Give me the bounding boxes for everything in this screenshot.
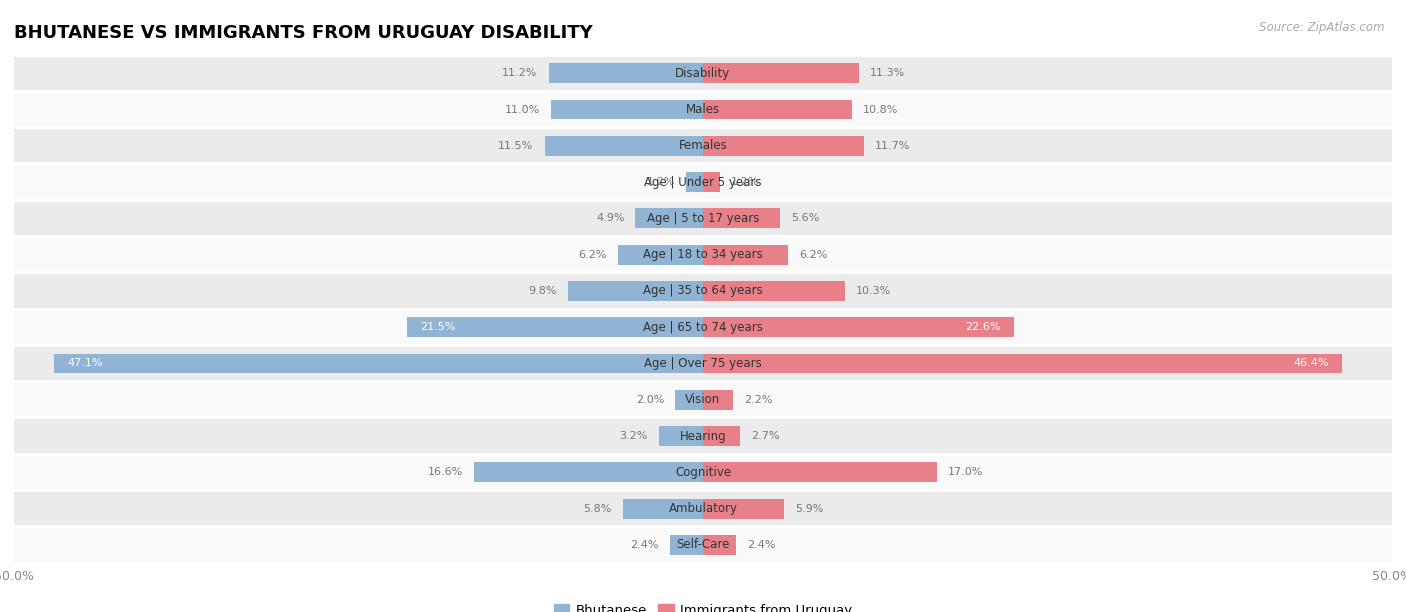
Bar <box>703 172 720 192</box>
Bar <box>14 528 1392 562</box>
Text: Age | Under 5 years: Age | Under 5 years <box>644 176 762 188</box>
Text: 4.9%: 4.9% <box>596 214 624 223</box>
Bar <box>544 136 703 156</box>
Text: 5.6%: 5.6% <box>792 214 820 223</box>
Bar <box>703 281 845 301</box>
Bar <box>703 208 780 228</box>
Text: 10.8%: 10.8% <box>863 105 898 114</box>
Text: Disability: Disability <box>675 67 731 80</box>
Text: Age | 35 to 64 years: Age | 35 to 64 years <box>643 285 763 297</box>
Text: Source: ZipAtlas.com: Source: ZipAtlas.com <box>1260 21 1385 34</box>
Text: 1.2%: 1.2% <box>647 177 675 187</box>
Bar <box>703 390 734 410</box>
Bar <box>703 462 938 482</box>
Bar <box>14 492 1392 525</box>
Bar <box>669 535 703 555</box>
Text: 17.0%: 17.0% <box>948 468 984 477</box>
Bar <box>703 426 740 446</box>
Bar <box>14 383 1392 416</box>
Bar <box>686 172 703 192</box>
Bar <box>406 317 703 337</box>
Text: Age | 18 to 34 years: Age | 18 to 34 years <box>643 248 763 261</box>
Text: Age | 65 to 74 years: Age | 65 to 74 years <box>643 321 763 334</box>
Bar <box>703 136 865 156</box>
Text: 2.4%: 2.4% <box>630 540 659 550</box>
Text: 11.3%: 11.3% <box>870 68 905 78</box>
Text: 1.2%: 1.2% <box>731 177 759 187</box>
Text: 11.7%: 11.7% <box>875 141 911 151</box>
Bar <box>636 208 703 228</box>
Text: 2.4%: 2.4% <box>747 540 776 550</box>
Text: Age | Over 75 years: Age | Over 75 years <box>644 357 762 370</box>
Bar <box>14 56 1392 90</box>
Text: 10.3%: 10.3% <box>856 286 891 296</box>
Text: 5.8%: 5.8% <box>583 504 612 513</box>
Bar <box>623 499 703 518</box>
Bar <box>14 419 1392 453</box>
Text: Cognitive: Cognitive <box>675 466 731 479</box>
Bar <box>14 274 1392 308</box>
Text: 47.1%: 47.1% <box>67 359 103 368</box>
Text: Self-Care: Self-Care <box>676 539 730 551</box>
Text: 11.2%: 11.2% <box>502 68 537 78</box>
Bar <box>14 129 1392 162</box>
Bar <box>703 245 789 264</box>
Bar <box>551 100 703 119</box>
Text: Vision: Vision <box>685 394 721 406</box>
Bar <box>617 245 703 264</box>
Text: 3.2%: 3.2% <box>620 431 648 441</box>
Text: 46.4%: 46.4% <box>1294 359 1329 368</box>
Bar <box>14 456 1392 489</box>
Bar <box>14 93 1392 126</box>
Legend: Bhutanese, Immigrants from Uruguay: Bhutanese, Immigrants from Uruguay <box>548 599 858 612</box>
Bar <box>703 535 737 555</box>
Text: Males: Males <box>686 103 720 116</box>
Text: 22.6%: 22.6% <box>965 322 1001 332</box>
Text: Hearing: Hearing <box>679 430 727 442</box>
Text: Females: Females <box>679 140 727 152</box>
Text: 16.6%: 16.6% <box>427 468 463 477</box>
Bar <box>14 310 1392 344</box>
Text: 5.9%: 5.9% <box>796 504 824 513</box>
Text: BHUTANESE VS IMMIGRANTS FROM URUGUAY DISABILITY: BHUTANESE VS IMMIGRANTS FROM URUGUAY DIS… <box>14 24 593 42</box>
Text: Ambulatory: Ambulatory <box>668 502 738 515</box>
Bar <box>703 100 852 119</box>
Bar <box>675 390 703 410</box>
Bar <box>474 462 703 482</box>
Text: 2.7%: 2.7% <box>751 431 780 441</box>
Bar <box>14 202 1392 235</box>
Bar <box>14 238 1392 271</box>
Bar <box>14 165 1392 199</box>
Text: 21.5%: 21.5% <box>420 322 456 332</box>
Bar <box>703 317 1014 337</box>
Bar <box>703 354 1343 373</box>
Bar <box>14 347 1392 380</box>
Bar <box>703 499 785 518</box>
Bar <box>548 63 703 83</box>
Text: 2.2%: 2.2% <box>744 395 773 405</box>
Text: 2.0%: 2.0% <box>636 395 665 405</box>
Text: 11.5%: 11.5% <box>498 141 533 151</box>
Bar <box>568 281 703 301</box>
Text: 6.2%: 6.2% <box>578 250 606 259</box>
Text: Age | 5 to 17 years: Age | 5 to 17 years <box>647 212 759 225</box>
Text: 9.8%: 9.8% <box>529 286 557 296</box>
Bar <box>659 426 703 446</box>
Bar <box>53 354 703 373</box>
Bar <box>703 63 859 83</box>
Text: 6.2%: 6.2% <box>800 250 828 259</box>
Text: 11.0%: 11.0% <box>505 105 540 114</box>
